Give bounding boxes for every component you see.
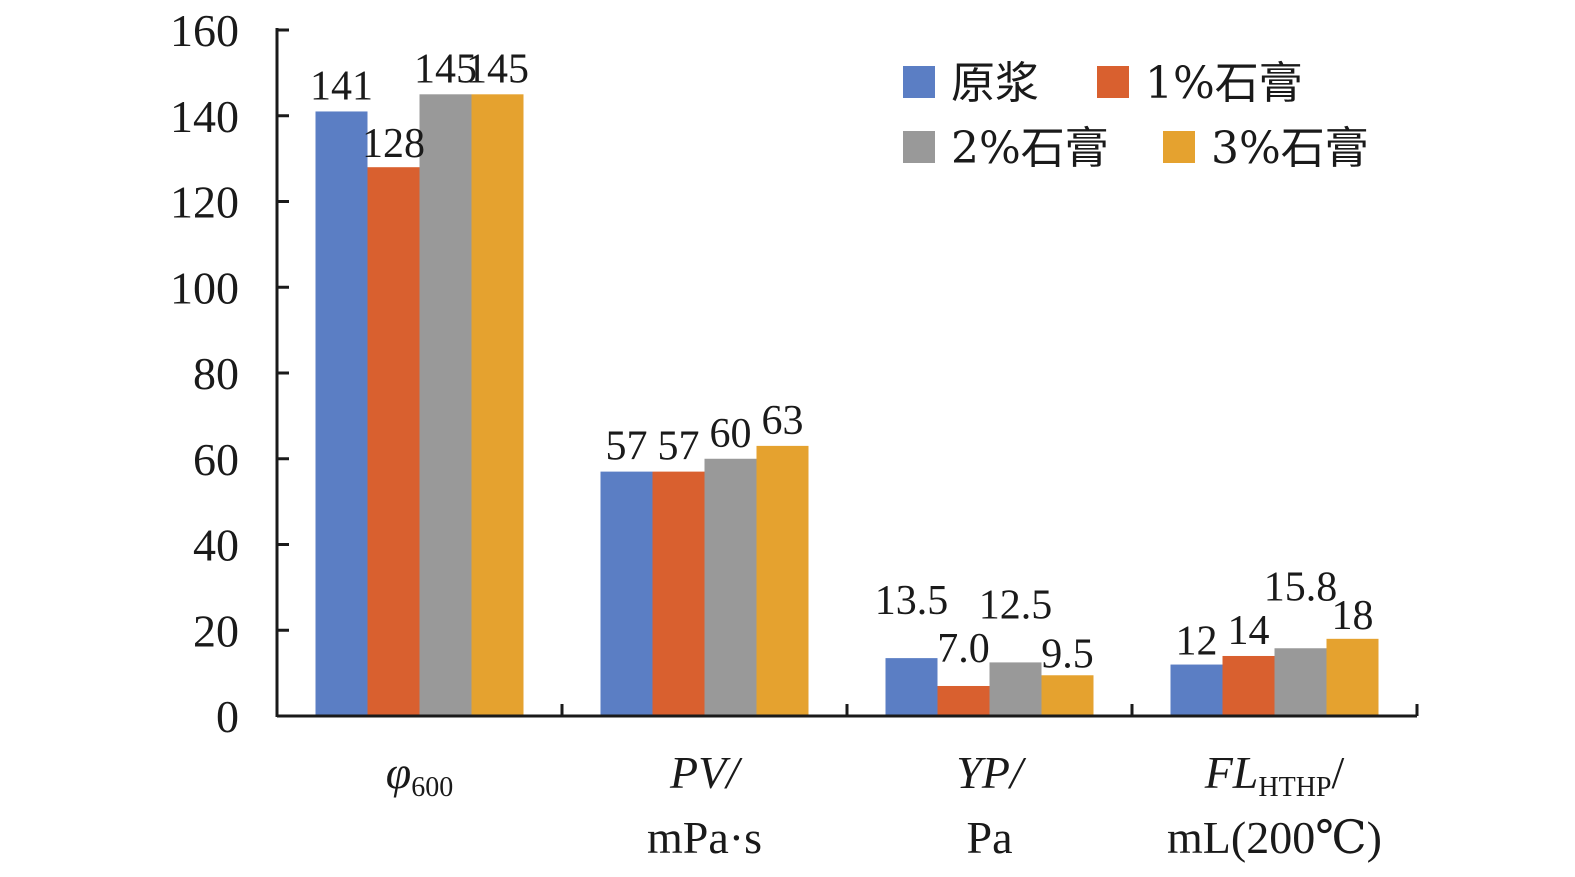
legend-label: 2%石膏 — [951, 123, 1109, 174]
category-label-unit: mPa·s — [647, 812, 762, 863]
bar — [367, 167, 420, 716]
legend-label: 3%石膏 — [1211, 123, 1369, 174]
data-label: 57 — [606, 424, 648, 470]
x-ticks-layer — [560, 704, 1419, 716]
bar — [1222, 655, 1275, 716]
y-tick-label: 20 — [193, 605, 239, 656]
bar — [652, 471, 705, 716]
bar — [885, 658, 938, 716]
data-label: 7.0 — [937, 626, 990, 672]
bar — [1326, 638, 1379, 716]
bar — [315, 111, 368, 716]
data-label: 128 — [362, 121, 425, 167]
category-label: PV/ — [669, 747, 743, 798]
y-tick-label: 140 — [170, 91, 239, 142]
bar — [989, 662, 1042, 716]
legend-label: 原浆 — [951, 58, 1039, 109]
y-tick-label: 0 — [216, 691, 239, 742]
y-tick-label: 100 — [170, 262, 239, 313]
bar — [1274, 648, 1327, 716]
y-ticks-layer: 0 20 40 60 80 100 120 140 160 — [170, 5, 289, 742]
data-label: 63 — [762, 398, 804, 444]
data-label: 145 — [466, 46, 529, 92]
data-label: 18 — [1332, 593, 1374, 639]
data-label: 13.5 — [875, 578, 949, 624]
data-label: 57 — [658, 424, 700, 470]
data-label: 60 — [710, 411, 752, 457]
data-label: 145 — [414, 46, 477, 92]
data-label: 141 — [310, 63, 373, 109]
category-label-unit: mL(200℃) — [1167, 812, 1382, 863]
category-label: φ600 — [386, 747, 453, 803]
bar — [471, 94, 524, 716]
data-label: 15.8 — [1264, 564, 1338, 610]
legend-swatch — [1163, 131, 1195, 163]
y-tick-label: 120 — [170, 177, 239, 228]
y-tick-label: 40 — [193, 520, 239, 571]
bar — [1041, 675, 1094, 716]
category-label-unit: Pa — [967, 812, 1013, 863]
bar — [704, 458, 757, 716]
legend-label: 1%石膏 — [1145, 58, 1303, 109]
bar — [419, 94, 472, 716]
legend: 原浆 1%石膏 2%石膏 3%石膏 — [903, 58, 1369, 174]
bars-layer — [315, 94, 1379, 716]
data-label: 14 — [1228, 608, 1270, 654]
bar — [1170, 664, 1223, 716]
data-label: 12.5 — [979, 582, 1053, 628]
y-tick-label: 160 — [170, 5, 239, 56]
category-label: FLHTHP/ — [1204, 747, 1345, 803]
category-label: YP/ — [956, 747, 1027, 798]
y-tick-label: 80 — [193, 348, 239, 399]
y-tick-label: 60 — [193, 434, 239, 485]
category-labels-layer: φ600 PV/mPa·s YP/Pa FLHTHP/mL(200℃) — [386, 747, 1382, 863]
bar — [756, 445, 809, 716]
legend-swatch — [1097, 66, 1129, 98]
legend-swatch — [903, 131, 935, 163]
data-label: 9.5 — [1041, 631, 1094, 677]
bar — [937, 685, 990, 716]
bar — [600, 471, 653, 716]
legend-swatch — [903, 66, 935, 98]
data-label: 12 — [1176, 619, 1218, 665]
